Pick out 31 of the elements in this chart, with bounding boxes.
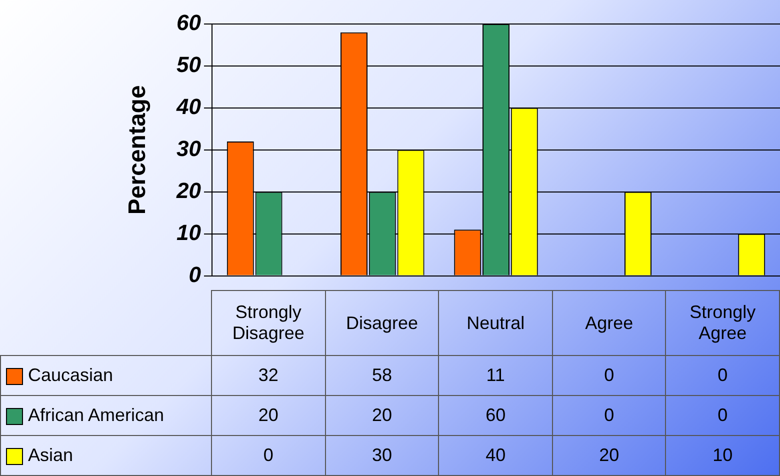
data-label: 11	[438, 356, 552, 396]
y-axis-title: Percentage	[124, 85, 152, 215]
data-label: 58	[325, 356, 439, 396]
data-label: 10	[666, 436, 780, 476]
y-tick-label: 50	[176, 52, 202, 78]
x-tick-label: Neutral	[438, 290, 552, 356]
x-tick-label: Strongly Agree	[666, 290, 780, 356]
data-label: 32	[212, 356, 326, 396]
data-label: 20	[212, 396, 326, 436]
data-label: 0	[666, 356, 780, 396]
x-tick-label: Disagree	[325, 290, 439, 356]
data-label: 0	[666, 396, 780, 436]
y-tick-label: 40	[176, 94, 202, 119]
data-label: 0	[552, 396, 666, 436]
data-label: 40	[438, 436, 552, 476]
y-tick-label: 30	[176, 136, 202, 161]
data-label: 30	[325, 436, 439, 476]
y-tick-label: 10	[176, 220, 202, 245]
data-label: 0	[212, 436, 326, 476]
legend-label: Caucasian	[0, 356, 212, 396]
data-label: 20	[325, 396, 439, 436]
data-label: 0	[552, 356, 666, 396]
y-tick-label: 60	[176, 10, 202, 36]
y-tick-label: 20	[176, 178, 202, 203]
data-label: 60	[438, 396, 552, 436]
y-tick-label: 0	[188, 262, 202, 287]
legend-label: African American	[0, 396, 212, 436]
x-tick-label: Agree	[552, 290, 666, 356]
x-tick-label: Strongly Disagree	[212, 290, 326, 356]
data-label: 20	[552, 436, 666, 476]
legend-label: Asian	[0, 436, 212, 476]
